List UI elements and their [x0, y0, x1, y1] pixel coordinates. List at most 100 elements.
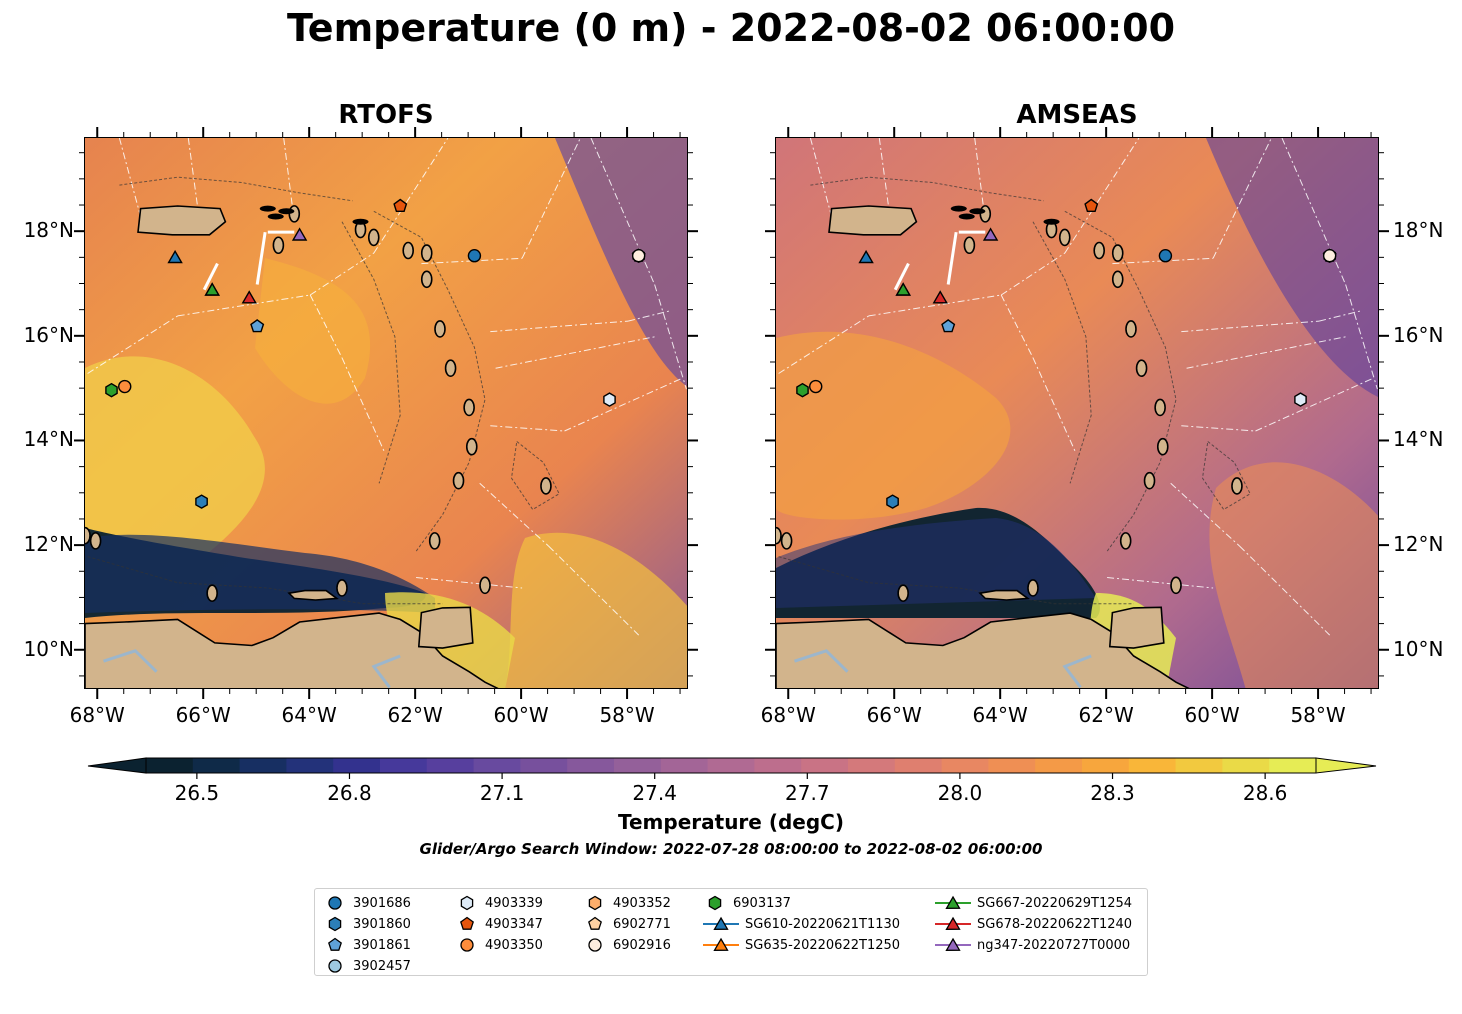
- legend-label: 4903339: [485, 895, 543, 911]
- colorbar-tick-label: 27.7: [785, 781, 830, 802]
- axis-ticks: [74, 127, 1389, 699]
- legend-item: 6903137: [703, 893, 791, 913]
- lon-tick-label: 60°W: [493, 703, 549, 727]
- colorbar-tick-label: 26.5: [175, 781, 220, 802]
- legend: 3901686 3901860 3901861 3902457 4903339 49033…: [314, 888, 1148, 976]
- legend-label: 6903137: [733, 895, 791, 911]
- marker-3901686: [1158, 249, 1173, 263]
- marker-ng347-20220727t0000: [982, 227, 999, 241]
- legend-item: SG610-20220621T1130: [703, 914, 900, 934]
- lon-tick-label: 58°W: [1290, 703, 1346, 727]
- panel-title-rtofs: RTOFS: [338, 100, 434, 130]
- lat-tick-label: 18°N: [23, 218, 74, 243]
- marker-3901860: [195, 494, 208, 509]
- legend-item: 4903352: [583, 893, 671, 913]
- legend-item: 6902916: [583, 935, 671, 955]
- legend-hexagon-icon: [328, 916, 342, 932]
- marker-4903350: [118, 379, 132, 394]
- lon-tick-label: 66°W: [175, 703, 231, 727]
- colorbar-tick-label: 27.4: [632, 781, 677, 802]
- lon-tick-label: 66°W: [866, 703, 922, 727]
- colorbar-tick-label: 28.3: [1090, 781, 1135, 802]
- marker-6903137: [105, 382, 118, 398]
- lon-tick-label: 68°W: [760, 703, 816, 727]
- marker-sg678-20220622t1240: [241, 290, 257, 304]
- marker-3901686: [467, 249, 482, 263]
- colorbar-tick-label: 28.0: [938, 781, 983, 802]
- legend-label: ng347-20220727T0000: [977, 937, 1131, 953]
- legend-label: SG635-20220622T1250: [745, 937, 901, 953]
- map-panel-rtofs: [84, 137, 688, 689]
- legend-item: 3901861: [323, 935, 411, 955]
- marker-4903339: [603, 392, 616, 407]
- legend-item: 4903347: [455, 914, 543, 934]
- legend-item: SG635-20220622T1250: [703, 935, 900, 955]
- legend-triangle-icon: [703, 937, 739, 951]
- marker-sg610-20220621t1130: [167, 249, 183, 264]
- legend-item: 6902771: [583, 914, 671, 934]
- legend-triangle-icon: [703, 916, 739, 930]
- legend-triangle-icon: [935, 937, 971, 951]
- legend-label: 3901686: [353, 895, 411, 911]
- legend-circle-icon: [328, 959, 342, 973]
- marker-4903347: [1084, 198, 1099, 213]
- map-panel-amseas: [775, 137, 1379, 689]
- legend-label: 6902916: [613, 937, 671, 953]
- marker-3901861: [250, 319, 265, 333]
- legend-circle-icon: [460, 938, 474, 952]
- panel-title-amseas: AMSEAS: [1016, 100, 1138, 130]
- lon-tick-label: 58°W: [599, 703, 655, 727]
- lat-tick-label: 10°N: [1393, 636, 1444, 661]
- lon-tick-label: 64°W: [972, 703, 1028, 727]
- lat-tick-label: 14°N: [23, 427, 74, 452]
- legend-item: 4903350: [455, 935, 543, 955]
- lat-tick-label: 14°N: [1393, 427, 1444, 452]
- legend-item: 3901686: [323, 893, 411, 913]
- lat-tick-label: 12°N: [23, 532, 74, 557]
- lat-tick-label: 16°N: [1393, 322, 1444, 347]
- marker-4903339: [1294, 392, 1307, 407]
- marker-6902916: [631, 249, 646, 263]
- colorbar: 26.5 26.8 27.1 27.4 27.7 28.0 28.3 28.6: [87, 757, 1377, 802]
- colorbar-label: Temperature (degC): [618, 810, 844, 834]
- lon-tick-label: 68°W: [69, 703, 125, 727]
- legend-item: 3901860: [323, 914, 411, 934]
- legend-pentagon-icon: [328, 937, 342, 951]
- legend-triangle-icon: [935, 895, 971, 909]
- legend-label: SG667-20220629T1254: [977, 895, 1133, 911]
- colorbar-tick-label: 26.8: [327, 781, 372, 802]
- marker-sg667-20220629t1254: [895, 282, 911, 296]
- marker-sg678-20220622t1240: [932, 290, 948, 304]
- legend-label: 3902457: [353, 958, 411, 974]
- marker-3901861: [941, 319, 956, 333]
- colorbar-tick-label: 27.1: [480, 781, 525, 802]
- marker-sg610-20220621t1130: [858, 249, 874, 264]
- map-canvas-amseas: [776, 138, 1378, 688]
- legend-label: 6902771: [613, 916, 671, 932]
- legend-label: 3901861: [353, 937, 411, 953]
- marker-6903137: [796, 382, 809, 398]
- legend-item: 3902457: [323, 956, 411, 976]
- legend-triangle-icon: [935, 916, 971, 930]
- legend-label: 3901860: [353, 916, 411, 932]
- map-canvas-rtofs: [85, 138, 687, 688]
- lat-tick-label: 18°N: [1393, 218, 1444, 243]
- legend-circle-icon: [588, 938, 602, 952]
- legend-circle-icon: [328, 896, 342, 910]
- marker-4903347: [393, 198, 408, 213]
- legend-hexagon-icon: [460, 895, 474, 911]
- marker-ng347-20220727t0000: [291, 227, 308, 241]
- search-window-caption: Glider/Argo Search Window: 2022-07-28 08…: [419, 840, 1043, 858]
- marker-3901860: [886, 494, 899, 509]
- legend-label: 4903347: [485, 916, 543, 932]
- legend-hexagon-icon: [588, 895, 602, 911]
- legend-item: ng347-20220727T0000: [935, 935, 1130, 955]
- legend-pentagon-icon: [460, 916, 474, 930]
- legend-label: 4903352: [613, 895, 671, 911]
- lon-tick-label: 60°W: [1184, 703, 1240, 727]
- lon-tick-label: 62°W: [387, 703, 443, 727]
- legend-label: 4903350: [485, 937, 543, 953]
- main-title: Temperature (0 m) - 2022-08-02 06:00:00: [286, 6, 1176, 50]
- legend-label: SG678-20220622T1240: [977, 916, 1133, 932]
- marker-6902916: [1322, 249, 1337, 263]
